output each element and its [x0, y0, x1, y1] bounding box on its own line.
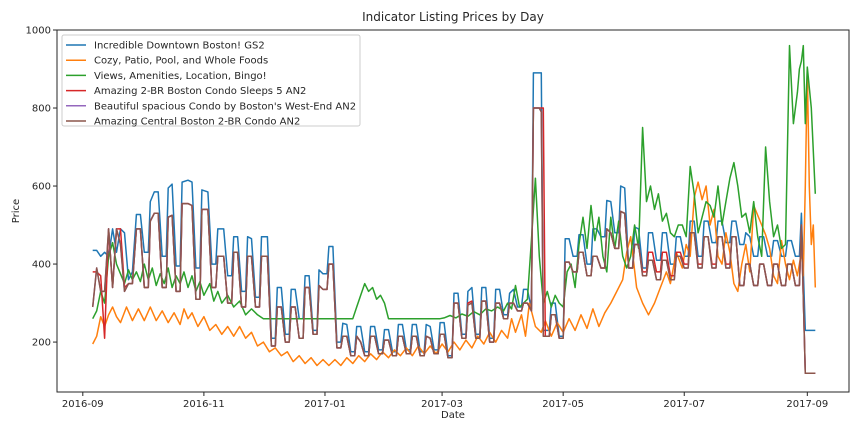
y-tick-label: 800 — [32, 104, 51, 115]
chart-title: Indicator Listing Prices by Day — [362, 10, 544, 24]
x-tick-label: 2017-03 — [421, 399, 463, 410]
y-tick-label: 600 — [32, 182, 51, 193]
plot-frame — [56, 29, 850, 393]
legend-label: Amazing 2-BR Boston Condo Sleeps 5 AN2 — [94, 86, 306, 97]
x-axis-label: Date — [441, 410, 465, 421]
y-axis: 200 400 600 800 1000 — [26, 26, 57, 349]
x-axis: 2016-09 2016-11 2017-01 2017-03 2017-05 2017-… — [62, 392, 828, 410]
y-tick-label: 400 — [32, 260, 51, 271]
series-layer — [91, 44, 817, 375]
series-line-2 — [92, 68, 817, 367]
y-axis-label: Price — [11, 199, 22, 223]
x-tick-label: 2016-09 — [62, 399, 104, 410]
x-tick-label: 2016-11 — [183, 399, 225, 410]
legend-label: Incredible Downtown Boston! GS2 — [94, 41, 265, 52]
series-line-3 — [92, 44, 817, 320]
legend: Incredible Downtown Boston! GS2 Cozy, Pat… — [61, 34, 361, 128]
legend-label: Cozy, Patio, Pool, and Whole Foods — [94, 56, 268, 67]
y-tick-label: 200 — [32, 338, 51, 349]
x-tick-label: 2017-09 — [786, 399, 828, 410]
legend-label: Amazing Central Boston 2-BR Condo AN2 — [94, 117, 300, 128]
x-tick-label: 2017-07 — [663, 399, 705, 410]
x-tick-label: 2017-05 — [542, 399, 584, 410]
y-tick-label: 1000 — [26, 26, 51, 37]
x-tick-label: 2017-01 — [304, 399, 346, 410]
series-line-6 — [91, 107, 816, 375]
legend-label: Beautiful spacious Condo by Boston's Wes… — [94, 101, 356, 112]
legend-label: Views, Amenities, Location, Bingo! — [94, 71, 267, 82]
legend-box — [61, 34, 361, 127]
